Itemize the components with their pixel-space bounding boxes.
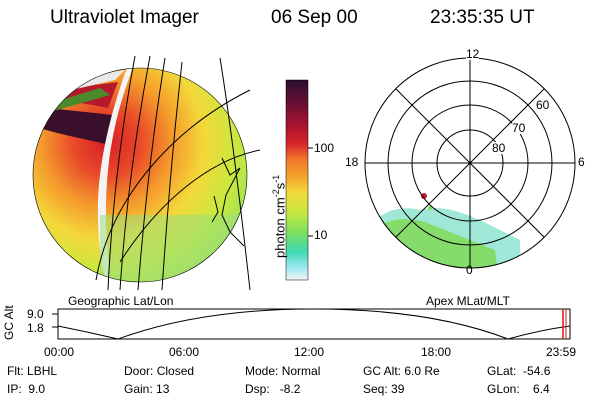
altitude-xtick-1200: 12:00 (294, 345, 325, 359)
altitude-xtick-2359: 23:59 (546, 345, 577, 359)
color-scale-bar (285, 79, 313, 281)
polar-label: Apex MLat/MLT (426, 294, 510, 308)
mode-value: Normal (281, 364, 321, 378)
lat-label-80: 80 (492, 141, 506, 155)
glon-label: GLon: (487, 382, 520, 396)
gain-label: Gain: (124, 382, 153, 396)
colorbar-tick-100: 100 (314, 141, 335, 155)
dsp-label: Dsp: (245, 382, 270, 396)
door-value: Closed (156, 364, 195, 378)
glat-info: GLat: -54.6 (487, 365, 550, 377)
altitude-axis-label: GC Alt (2, 305, 16, 340)
seq-label: Seq: (363, 382, 388, 396)
filter-value: LBHL (27, 364, 58, 378)
lat-label-70: 70 (512, 121, 526, 135)
gc-alt-info: GC Alt: 6.0 Re (363, 365, 440, 377)
seq-info: Seq: 39 (363, 383, 404, 395)
glon-info: GLon: 6.4 (487, 383, 550, 395)
filter-info: Flt: LBHL (7, 365, 57, 377)
mlt-label-0: 0 (466, 263, 473, 277)
mlt-label-12: 12 (466, 47, 480, 61)
door-info: Door: Closed (124, 365, 194, 377)
mlt-label-18: 18 (345, 155, 359, 169)
glat-value: -54.6 (523, 364, 551, 378)
ip-label: IP: (7, 382, 22, 396)
altitude-xtick-0600: 06:00 (169, 345, 200, 359)
altitude-ytick-9: 9.0 (27, 307, 44, 321)
geographic-label: Geographic Lat/Lon (68, 294, 174, 308)
ip-info: IP: 9.0 (7, 383, 45, 395)
altitude-ytick-1-8: 1.8 (27, 321, 44, 335)
door-label: Door: (124, 364, 154, 378)
date-label: 06 Sep 00 (271, 7, 358, 28)
mode-label: Mode: (245, 364, 279, 378)
time-label: 23:35:35 UT (430, 7, 535, 28)
glat-label: GLat: (487, 364, 517, 378)
gain-info: Gain: 13 (124, 383, 169, 395)
gc-alt-value: 6.0 Re (404, 364, 440, 378)
mlt-label-6: 6 (578, 155, 585, 169)
gc-alt-label: GC Alt: (363, 364, 402, 378)
altitude-xtick-1800: 18:00 (421, 345, 452, 359)
gain-value: 13 (156, 382, 170, 396)
glon-value: 6.4 (533, 382, 550, 396)
dsp-info: Dsp: -8.2 (245, 383, 300, 395)
mode-info: Mode: Normal (245, 365, 320, 377)
altitude-xtick-0000: 00:00 (44, 345, 75, 359)
app-title: Ultraviolet Imager (50, 7, 199, 28)
dsp-value: -8.2 (279, 382, 301, 396)
lat-label-60: 60 (536, 98, 550, 112)
colorbar-tick-10: 10 (314, 228, 328, 242)
seq-value: 39 (391, 382, 405, 396)
filter-label: Flt: (7, 364, 24, 378)
ip-value: 9.0 (28, 382, 46, 396)
